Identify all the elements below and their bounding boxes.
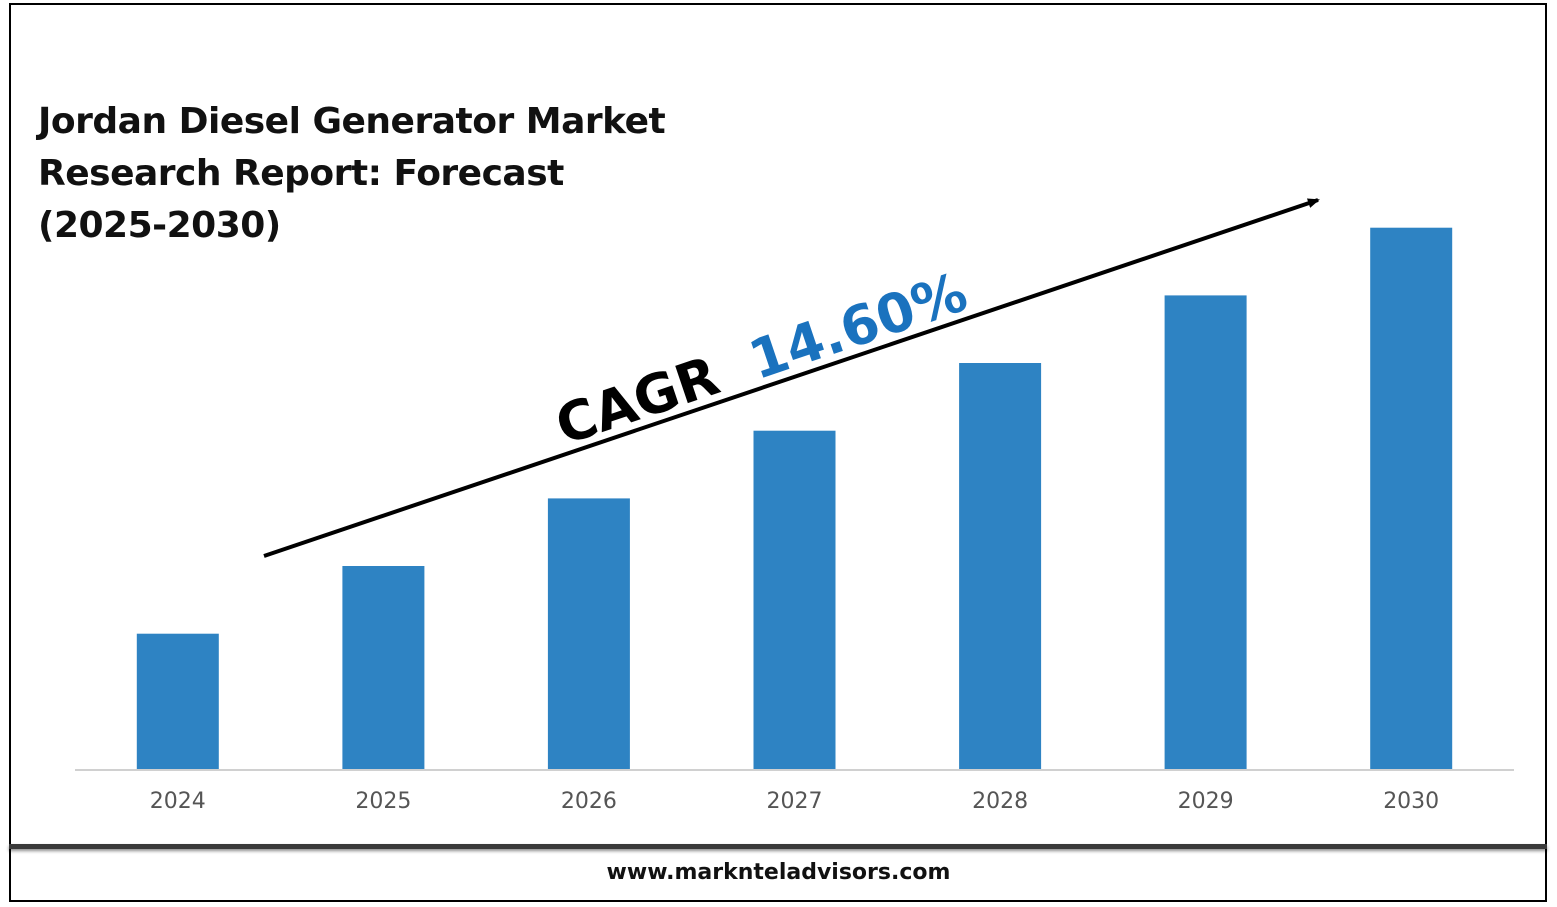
bar-2030 xyxy=(1370,227,1453,769)
x-tick-2027: 2027 xyxy=(767,789,823,814)
x-tick-2028: 2028 xyxy=(972,789,1028,814)
x-tick-2030: 2030 xyxy=(1383,789,1439,814)
footer-website: www.marknteladvisors.com xyxy=(606,860,951,885)
bar-2027 xyxy=(753,430,836,769)
title-line-3: (2025-2030) xyxy=(38,205,281,246)
x-tick-2025: 2025 xyxy=(355,789,411,814)
trend-arrow xyxy=(263,198,1320,558)
bar-2028 xyxy=(959,363,1042,769)
bar-2026 xyxy=(547,498,630,769)
cagr-value: 14.60% xyxy=(741,260,974,392)
cagr-annotation: CAGR 14.60% xyxy=(548,260,975,457)
x-tick-2024: 2024 xyxy=(150,789,206,814)
x-tick-2026: 2026 xyxy=(561,789,617,814)
bars-group xyxy=(136,227,1453,769)
footer-divider xyxy=(9,844,1547,849)
bar-2025 xyxy=(342,566,425,769)
x-tick-2029: 2029 xyxy=(1178,789,1234,814)
chart-title: Jordan Diesel Generator Market Research … xyxy=(38,96,738,252)
bar-2024 xyxy=(136,633,219,769)
bar-2029 xyxy=(1164,295,1247,769)
cagr-prefix: CAGR xyxy=(548,344,727,457)
title-line-2: Research Report: Forecast xyxy=(38,153,564,194)
title-line-1: Jordan Diesel Generator Market xyxy=(38,101,666,142)
x-tick-labels: 2024 2025 2026 2027 2028 2029 2030 xyxy=(150,789,1439,814)
